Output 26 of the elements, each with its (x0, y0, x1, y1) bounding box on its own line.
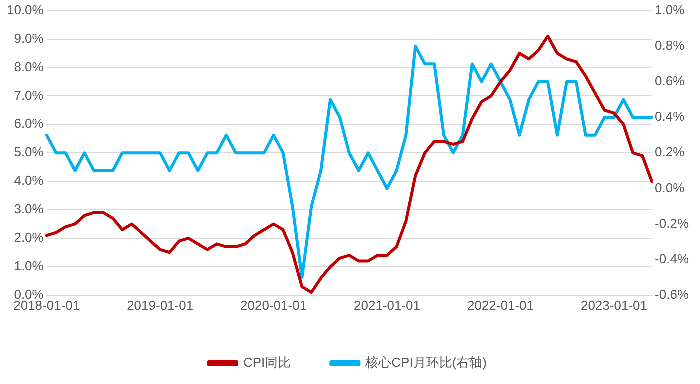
x-tick-label: 2023-01-01 (580, 298, 648, 313)
y-tick-label: 7.0% (14, 88, 44, 103)
y2-tick-label: -0.2% (655, 216, 690, 231)
y-tick-label: 8.0% (14, 59, 44, 74)
y-tick-label: 5.0% (14, 144, 44, 160)
y2-tick-label: 0.0% (655, 180, 686, 196)
x-tick-label: 2021-01-01 (354, 298, 421, 313)
y2-tick-label: 0.6% (655, 74, 686, 89)
x-tick-label: 2022-01-01 (467, 298, 534, 313)
x-tick-label: 2020-01-01 (240, 298, 308, 313)
y2-tick-label: -0.6% (655, 286, 690, 302)
y2-tick-label: 1.0% (655, 2, 686, 18)
y-tick-label: 1.0% (14, 258, 44, 274)
legend-label: 核心CPI月环比(右轴) (364, 355, 488, 370)
x-tick-label: 2019-01-01 (127, 298, 194, 313)
legend-label: CPI同比 (244, 355, 292, 370)
y2-tick-label: 0.4% (655, 109, 686, 124)
y-tick-label: 4.0% (14, 173, 44, 188)
y2-tick-label: 0.2% (655, 144, 686, 160)
y-tick-label: 2.0% (14, 230, 44, 246)
y-tick-label: 9.0% (14, 30, 44, 46)
y-tick-label: 10.0% (6, 2, 44, 18)
y2-tick-label: 0.8% (655, 38, 686, 53)
y-tick-label: 3.0% (14, 202, 44, 217)
y-tick-label: 6.0% (14, 116, 44, 132)
y2-tick-label: -0.4% (655, 251, 690, 266)
